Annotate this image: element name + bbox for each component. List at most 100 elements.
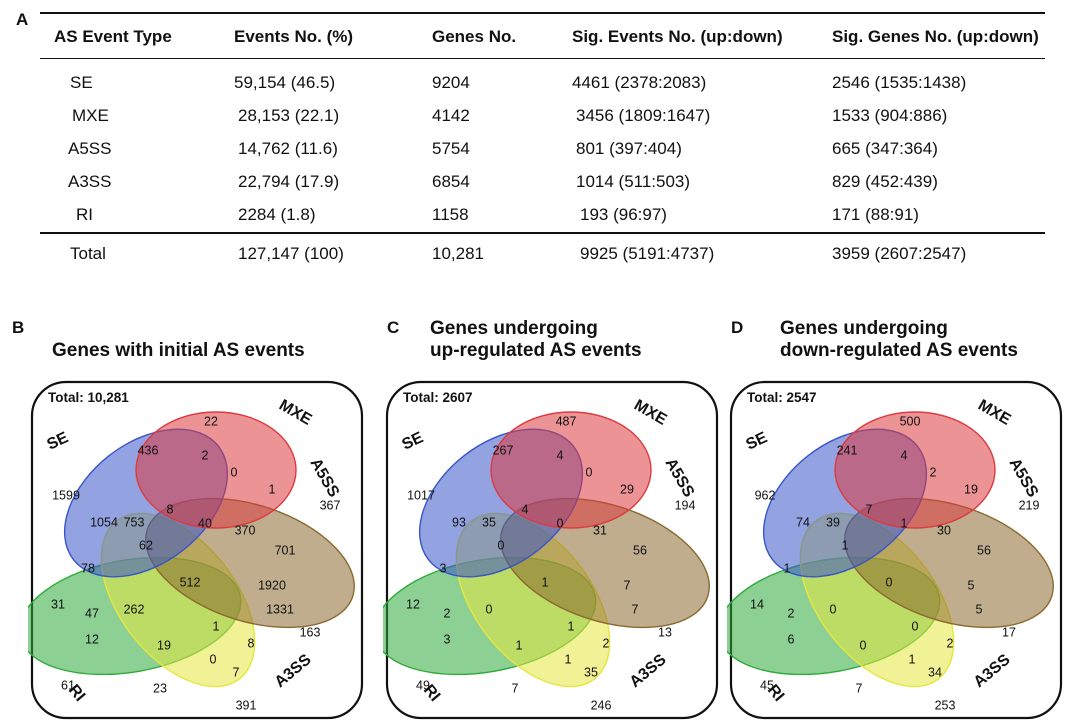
venn-count: 74: [796, 515, 810, 529]
panel-letter-b: B: [12, 318, 25, 337]
venn-count: 34: [928, 665, 942, 679]
venn-count: 2: [930, 465, 937, 479]
venn-count: 8: [248, 636, 255, 650]
cell: 9204: [432, 73, 470, 92]
panel-letter-a: A: [16, 10, 29, 29]
venn-count: 3: [444, 632, 451, 646]
venn-count: 163: [300, 625, 321, 639]
venn-label-mxe: MXE: [631, 397, 670, 429]
venn-count: 1: [542, 575, 549, 589]
venn-count: 35: [584, 665, 598, 679]
venn-frame: [729, 380, 1063, 720]
venn-count: 7: [632, 602, 639, 616]
venn-count: 1920: [258, 578, 286, 592]
venn-count: 1: [909, 652, 916, 666]
venn-total: Total: 2607: [403, 390, 473, 405]
venn-label-se: SE: [744, 429, 771, 454]
venn-set-mxe: [834, 411, 996, 529]
venn-count: 246: [591, 698, 612, 712]
venn-count: 1017: [407, 488, 435, 502]
venn-count: 0: [586, 465, 593, 479]
venn-label-a3ss: A3SS: [971, 651, 1014, 691]
cell: 22,794 (17.9): [238, 172, 340, 191]
venn-c-title-line: Genes undergoing: [430, 318, 598, 339]
table-row: RI 2284 (1.8) 1158 193 (96:97) 171 (88:9…: [40, 199, 1045, 233]
cell: 9925 (5191:4737): [580, 244, 715, 263]
venn-count: 1: [784, 561, 791, 575]
venn-count: 23: [153, 681, 167, 695]
cell: 5754: [432, 139, 470, 158]
venn-count: 17: [1002, 625, 1016, 639]
venn-count: 12: [406, 597, 420, 611]
venn-count: 29: [620, 482, 634, 496]
venn-count: 5: [976, 602, 983, 616]
venn-count: 753: [124, 515, 145, 529]
venn-label-a3ss: A3SS: [272, 651, 315, 691]
cell: 4142: [432, 106, 470, 125]
venn-total: Total: 2547: [747, 390, 817, 405]
venn-count: 93: [452, 515, 466, 529]
cell: 14,762 (11.6): [238, 139, 338, 158]
cell: 3959 (2607:2547): [832, 244, 967, 263]
venn-d-title-line: Genes undergoing: [780, 318, 948, 339]
venn-count: 2: [603, 636, 610, 650]
venn-count: 1: [516, 638, 523, 652]
table-row: [40, 59, 1045, 67]
venn-count: 0: [886, 575, 893, 589]
venn-count: 1: [565, 652, 572, 666]
venn-count: 367: [320, 498, 341, 512]
venn-count: 6: [788, 632, 795, 646]
venn-count: 194: [675, 498, 696, 512]
venn-count: 7: [512, 681, 519, 695]
venn-count: 7: [856, 681, 863, 695]
venn-count: 30: [937, 523, 951, 537]
cell: 3456 (1809:1647): [576, 106, 711, 125]
venn-count: 56: [633, 543, 647, 557]
table-header-row: AS Event Type Events No. (%) Genes No. S…: [40, 13, 1045, 59]
venn-count: 7: [233, 665, 240, 679]
venn-count: 2: [444, 606, 451, 620]
venn-count: 35: [482, 515, 496, 529]
cell: 193 (96:97): [580, 205, 667, 224]
venn-c-title-line: up-regulated AS events: [430, 340, 642, 361]
venn-count: 0: [860, 638, 867, 652]
venn-label-a5ss: A5SS: [1006, 456, 1042, 501]
cell: 10,281: [432, 244, 484, 263]
venn-frame: [30, 380, 364, 720]
venn-count: 8: [167, 502, 174, 516]
cell: 665 (347:364): [832, 139, 938, 158]
venn-count: 487: [556, 414, 577, 428]
venn-count: 2: [947, 636, 954, 650]
table-total-row: Total 127,147 (100) 10,281 9925 (5191:47…: [40, 232, 1045, 271]
venn-count: 13: [658, 625, 672, 639]
cell: 801 (397:404): [576, 139, 682, 158]
header-events-no: Events No. (%): [234, 27, 354, 46]
venn-count: 0: [210, 652, 217, 666]
table-row: MXE 28,153 (22.1) 4142 3456 (1809:1647) …: [40, 100, 1045, 133]
header-genes-no: Genes No.: [432, 27, 517, 46]
venn-label-mxe: MXE: [975, 397, 1014, 429]
venn-total: Total: 10,281: [48, 390, 129, 405]
venn-count: 1: [568, 619, 575, 633]
cell: 829 (452:439): [832, 172, 938, 191]
header-sig-events: Sig. Events No. (up:down): [572, 27, 783, 46]
venn-count: 241: [837, 443, 858, 457]
cell: A3SS: [68, 172, 112, 191]
venn-d-title: Genes undergoing down-regulated AS event…: [780, 318, 1018, 362]
venn-count: 1: [269, 482, 276, 496]
cell: 1014 (511:503): [576, 172, 691, 191]
venn-count: 2: [788, 606, 795, 620]
venn-count: 7: [866, 502, 873, 516]
venn-count: 1054: [90, 515, 118, 529]
venn-set-mxe: [490, 411, 652, 529]
cell: Total: [70, 244, 106, 263]
panel-letter-c: C: [387, 318, 400, 337]
venn-count: 370: [235, 523, 256, 537]
venn-count: 1331: [266, 602, 294, 616]
venn-count: 31: [51, 597, 65, 611]
venn-count: 3: [440, 561, 447, 575]
table-row: A3SS 22,794 (17.9) 6854 1014 (511:503) 8…: [40, 166, 1045, 199]
